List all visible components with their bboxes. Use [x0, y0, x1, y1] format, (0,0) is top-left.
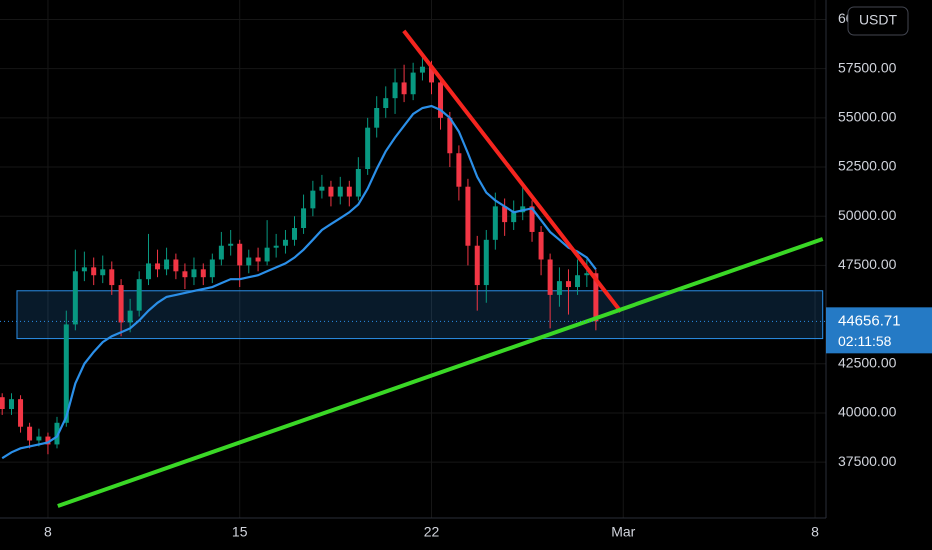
candle-body [392, 82, 398, 99]
candle-body [218, 245, 224, 260]
candle-body [209, 259, 215, 278]
candle-body [474, 245, 480, 286]
candle-body [118, 285, 124, 323]
x-tick-label: 8 [44, 524, 52, 540]
candle-body [374, 108, 380, 128]
y-tick-label: 55000.00 [838, 109, 897, 125]
price-label: 44656.71 [838, 312, 901, 329]
candle-body [63, 324, 69, 423]
candle-body [36, 436, 42, 441]
candle-body [383, 98, 389, 109]
currency: USDT [859, 12, 898, 28]
candle-body [328, 186, 334, 197]
candle-body [556, 281, 562, 295]
candle-body [72, 271, 78, 325]
candle-body [27, 426, 33, 441]
candle-body [164, 259, 170, 270]
candle-body [81, 267, 87, 272]
currency-badge [847, 6, 909, 36]
candle-body [410, 72, 416, 95]
y-tick-label: 40000.00 [838, 404, 897, 420]
candle-body [45, 436, 51, 445]
candle-body [310, 190, 316, 209]
candle-body [109, 269, 115, 286]
candle-body [502, 206, 508, 223]
candle-body [456, 153, 462, 187]
candle-body [200, 269, 206, 278]
candle-body [301, 208, 307, 229]
candle-body [584, 273, 590, 276]
candle-body [483, 239, 489, 286]
candle-body [273, 245, 279, 248]
candle-body [9, 399, 15, 410]
candle-body [447, 117, 453, 154]
candle-body [155, 263, 161, 270]
candle-body [465, 186, 471, 246]
y-tick-label: 47500.00 [838, 256, 897, 272]
candle-body [182, 271, 188, 278]
candle-body [0, 397, 5, 410]
x-tick-label: 15 [232, 524, 248, 540]
price-badge [826, 307, 932, 354]
y-tick-label: 52500.00 [838, 158, 897, 174]
candle-body [346, 186, 352, 197]
candle-body [492, 206, 498, 240]
x-tick-label: 22 [424, 524, 440, 540]
candle-body [538, 231, 544, 260]
candle-body [228, 243, 234, 246]
candle-body [282, 239, 288, 246]
candle-body [401, 82, 407, 95]
plot [0, 0, 826, 518]
candle-body [511, 212, 517, 223]
candle-body [355, 168, 361, 197]
candle-body [18, 399, 24, 427]
candle-body [191, 269, 197, 278]
candle-body [547, 259, 553, 295]
y-tick-label: 42500.00 [838, 354, 897, 370]
candle-body [91, 267, 97, 276]
candle-body [337, 186, 343, 197]
candle-body [255, 257, 261, 262]
candle-body [593, 273, 599, 322]
candle-body [319, 186, 325, 191]
candle-body [438, 82, 444, 118]
trend-line [402, 29, 623, 313]
y-tick-label: 57500.00 [838, 59, 897, 75]
x-tick-label: 8 [811, 524, 819, 540]
candle-body [575, 275, 581, 288]
candle-body [365, 127, 371, 169]
candle-body [419, 66, 425, 73]
candle-body [292, 228, 298, 240]
moving-average [1, 104, 597, 460]
candle-body [264, 247, 270, 262]
candle-body [246, 257, 252, 266]
candle-body [54, 422, 60, 445]
x-tick-label: Mar [611, 524, 635, 540]
candle-body [428, 66, 434, 83]
candle-body [565, 281, 571, 288]
y-tick-label: 50000.00 [838, 207, 897, 223]
y-tick-label: 37500.00 [838, 453, 897, 469]
countdown: 02:11:58 [838, 333, 892, 349]
candle-body [136, 279, 142, 311]
candle-body [127, 310, 133, 323]
candle-body [237, 243, 243, 266]
candle-body [145, 263, 151, 280]
candle-body [100, 269, 106, 276]
candle-body [529, 206, 535, 232]
candle-body [173, 259, 179, 272]
zone [16, 290, 824, 340]
trend-line [57, 237, 824, 508]
